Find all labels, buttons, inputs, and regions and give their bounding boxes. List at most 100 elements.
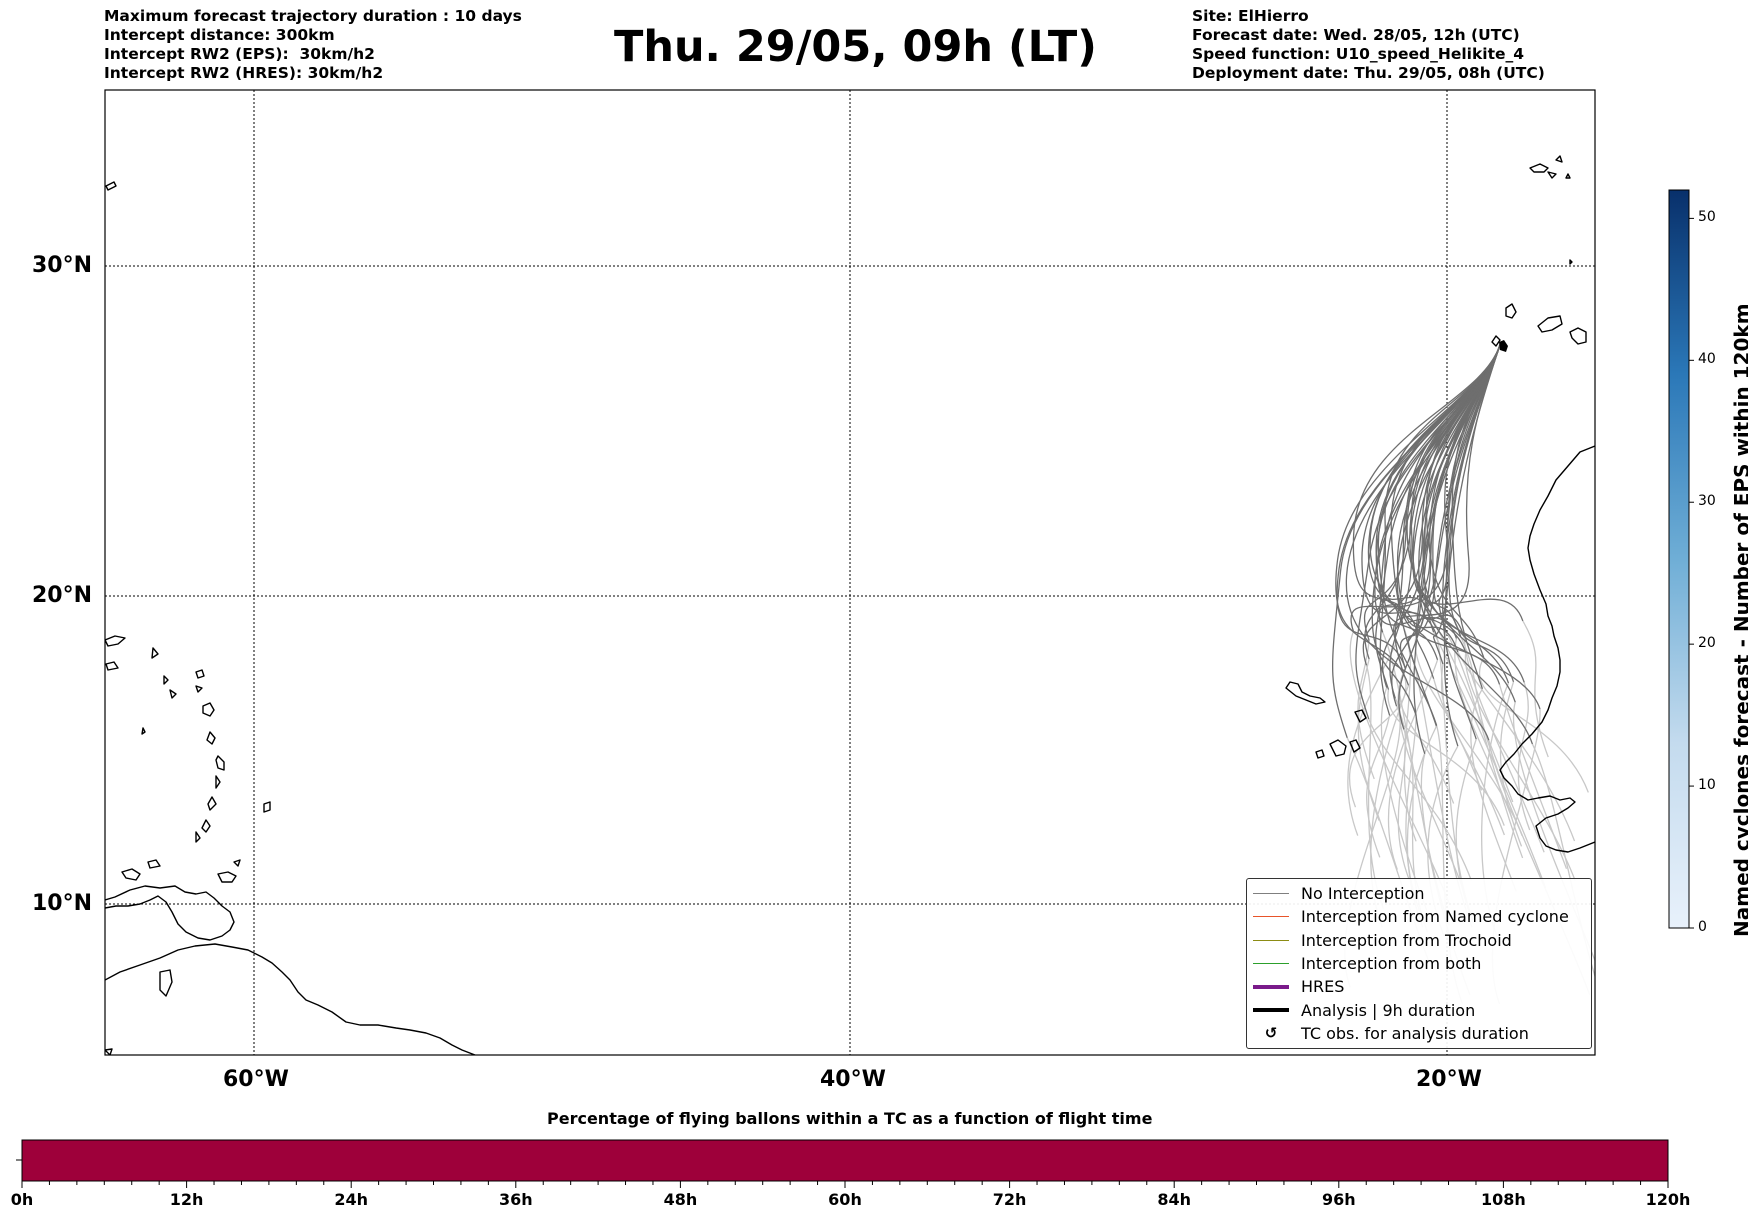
legend-swatch-named-cyclone — [1253, 916, 1289, 918]
coastline-guiana — [105, 1048, 113, 1055]
lat-label-30n: 30°N — [32, 253, 93, 278]
header-intercept-eps: Intercept RW2 (EPS): 30km/h2 — [104, 45, 375, 63]
colorbar-tick-label: 30 — [1698, 493, 1716, 510]
legend-item-named-cyclone: Interception from Named cyclone — [1253, 905, 1583, 928]
flight-bar-tick-label: 24h — [334, 1190, 369, 1209]
trajectory-line-active — [1448, 344, 1515, 682]
legend-label: TC obs. for analysis duration — [1301, 1023, 1529, 1043]
legend-label: Interception from both — [1301, 954, 1482, 974]
trajectory-line-expired — [1357, 640, 1375, 780]
trajectory-line-expired — [1531, 743, 1595, 979]
legend-swatch-trochoid — [1253, 939, 1289, 941]
coastline-africa — [1499, 445, 1595, 853]
legend-label: Analysis | 9h duration — [1301, 1000, 1476, 1020]
trajectory-line-expired — [1347, 642, 1397, 836]
coastline-venezuela — [105, 885, 235, 941]
trajectory-line-expired — [1395, 705, 1410, 881]
trajectory-line-active — [1415, 344, 1501, 679]
trajectory-line-active — [1379, 344, 1501, 716]
coastlines — [105, 155, 1595, 1055]
flight-bar-fill — [21, 1139, 1669, 1182]
flight-bar-tick-label: 12h — [169, 1190, 204, 1209]
lat-label-20n: 20°N — [32, 583, 93, 608]
header-left: Maximum forecast trajectory duration : 1… — [104, 7, 522, 83]
flight-bar-tick-label: 120h — [1645, 1190, 1691, 1209]
lon-label-20w: 20°W — [1416, 1067, 1482, 1092]
page-title: Thu. 29/05, 09h (LT) — [614, 22, 1097, 72]
legend-label: Interception from Trochoid — [1301, 930, 1512, 950]
colorbar — [1668, 189, 1694, 929]
coastline-south-america — [105, 943, 476, 1055]
legend-label: HRES — [1301, 977, 1345, 997]
header-deployment-date: Deployment date: Thu. 29/05, 08h (UTC) — [1192, 64, 1545, 82]
trajectory-line-expired — [1387, 659, 1439, 870]
trajectory-line-expired — [1464, 652, 1576, 881]
header-speed-function: Speed function: U10_speed_Helikite_4 — [1192, 45, 1525, 63]
legend-swatch-no-interception — [1253, 893, 1289, 895]
header-intercept-distance: Intercept distance: 300km — [104, 26, 335, 44]
trajectory-line-active — [1396, 344, 1501, 685]
coastline-canary-islands — [1491, 303, 1587, 347]
flight-bar-tick-label: 72h — [992, 1190, 1027, 1209]
trajectory-line-active — [1335, 344, 1501, 686]
colorbar-gradient — [1668, 189, 1690, 929]
legend-item-hres: HRES — [1253, 975, 1583, 998]
coastline-puerto-rico — [105, 635, 126, 671]
colorbar-tick-label: 10 — [1698, 777, 1716, 794]
legend-swatch-both — [1253, 963, 1289, 965]
flight-bar-tick-label: 48h — [663, 1190, 698, 1209]
trajectory-line-expired — [1522, 620, 1549, 758]
trajectory-line-active — [1363, 344, 1501, 641]
legend-item-trochoid: Interception from Trochoid — [1253, 929, 1583, 952]
map-frame — [104, 89, 1596, 1056]
colorbar-tick-marks — [1689, 217, 1694, 929]
header-intercept-hres: Intercept RW2 (HRES): 30km/h2 — [104, 64, 384, 82]
trajectory-line-expired — [1357, 658, 1380, 821]
flight-bar-tick-label: 36h — [498, 1190, 533, 1209]
trajectory-line-expired — [1499, 681, 1523, 847]
trajectory-lines — [1332, 344, 1595, 1005]
trajectory-line-expired — [1387, 689, 1505, 826]
trajectory-line-active — [1418, 344, 1501, 638]
legend-label: Interception from Named cyclone — [1301, 907, 1569, 927]
trajectory-line-active — [1378, 344, 1501, 633]
flight-bar-title: Percentage of flying ballons within a TC… — [547, 1109, 1153, 1128]
coastline-st-lucia — [141, 727, 146, 735]
coastline-lesser-antilles — [195, 702, 225, 843]
lat-label-10n: 10°N — [32, 891, 93, 916]
trajectory-line-expired — [1349, 631, 1450, 904]
legend-swatch-hres — [1253, 984, 1289, 989]
header-forecast-date: Forecast date: Wed. 28/05, 12h (UTC) — [1192, 26, 1520, 44]
coastline-tobago — [159, 969, 173, 997]
trajectory-line-active — [1375, 344, 1501, 690]
trajectory-line-active — [1394, 344, 1501, 677]
header-max-duration: Maximum forecast trajectory duration : 1… — [104, 7, 522, 25]
colorbar-tick-label: 0 — [1698, 919, 1707, 935]
trajectory-line-expired — [1365, 665, 1384, 909]
coastline-virgin-islands — [151, 647, 205, 699]
coastline-grenadines — [233, 859, 241, 867]
trajectory-line-expired — [1368, 718, 1472, 881]
flight-bar-tick-marks — [21, 1181, 1669, 1188]
tc-obs-icon: ↺ — [1264, 1024, 1278, 1043]
coastline-trinidad — [217, 871, 237, 883]
header-site: Site: ElHierro — [1192, 7, 1309, 25]
coastline-bermuda — [105, 181, 117, 191]
launch-site-marker — [1499, 340, 1508, 352]
coastline-madeira — [1529, 155, 1571, 179]
lon-label-40w: 40°W — [820, 1067, 886, 1092]
coastline-selvagens — [1569, 259, 1573, 265]
trajectory-line-active — [1398, 344, 1501, 730]
flight-bar-tick-label: 108h — [1480, 1190, 1526, 1209]
flight-time-bar — [16, 1139, 1669, 1188]
legend-label: No Interception — [1301, 884, 1425, 904]
coastline-barbados — [263, 801, 271, 813]
map-legend: No Interception Interception from Named … — [1246, 878, 1592, 1050]
colorbar-tick-label: 50 — [1698, 209, 1716, 226]
header-right: Site: ElHierro Forecast date: Wed. 28/05… — [1192, 7, 1545, 83]
colorbar-tick-label: 20 — [1698, 635, 1716, 652]
lon-label-60w: 60°W — [223, 1067, 289, 1092]
flight-bar-tick-label: 84h — [1157, 1190, 1192, 1209]
trajectory-line-expired — [1397, 668, 1463, 887]
legend-item-no-interception: No Interception — [1253, 882, 1583, 905]
